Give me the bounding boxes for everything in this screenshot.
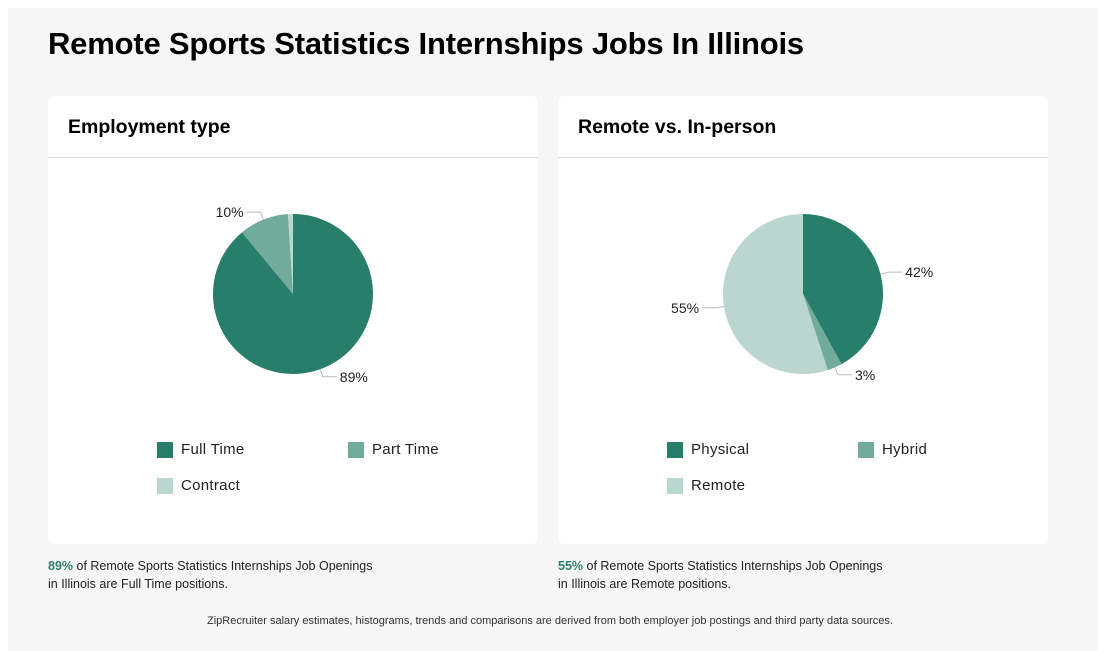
legend-item-contract: Contract bbox=[157, 477, 240, 494]
pie-slice-hybrid bbox=[803, 294, 842, 371]
legend-label: Physical bbox=[691, 441, 750, 458]
pie-slice-full-time bbox=[213, 214, 373, 374]
pie-label-leader bbox=[319, 369, 337, 378]
card-title: Employment type bbox=[68, 116, 231, 138]
employment-type-card: Employment type 89% 10% Full Time Part Ti… bbox=[48, 96, 538, 544]
legend-swatch bbox=[858, 441, 874, 458]
caption-percentage: 89% bbox=[48, 559, 74, 573]
legend-item-physical: Physical bbox=[667, 441, 749, 458]
card-header: Employment type bbox=[48, 96, 538, 158]
card-header: Remote vs. In-person bbox=[558, 96, 1048, 158]
pie-label-physical: 42% bbox=[905, 264, 933, 280]
caption-text: of Remote Sports Statistics Internships … bbox=[583, 559, 883, 573]
legend-swatch bbox=[157, 477, 173, 494]
remote-vs-in-person-caption: 55% of Remote Sports Statistics Internsh… bbox=[558, 557, 882, 593]
caption-text: of Remote Sports Statistics Internships … bbox=[73, 559, 373, 573]
legend-item-hybrid: Hybrid bbox=[858, 441, 927, 458]
footer-note: ZipRecruiter salary estimates, histogram… bbox=[207, 615, 893, 627]
pie-slice-contract bbox=[287, 214, 293, 294]
pie-label-leader bbox=[834, 367, 852, 376]
caption-percentage: 55% bbox=[558, 559, 584, 573]
pie-slice-part-time bbox=[242, 214, 293, 294]
caption-text: in Illinois are Remote positions. bbox=[558, 577, 731, 591]
legend-item-full-time: Full Time bbox=[157, 441, 245, 458]
legend-label: Part Time bbox=[372, 441, 439, 458]
legend-item-remote: Remote bbox=[667, 477, 745, 494]
employment-type-pie-chart: 89% 10% bbox=[213, 204, 373, 385]
pie-label-full-time: 89% bbox=[340, 369, 368, 385]
pie-slice-remote bbox=[723, 214, 828, 374]
legend-label: Full Time bbox=[181, 441, 245, 458]
pie-label-leader bbox=[702, 306, 725, 309]
pie-label-leader bbox=[246, 211, 265, 220]
pie-label-remote: 55% bbox=[671, 300, 699, 316]
remote-vs-in-person-card: Remote vs. In-person 42% 3% 55% Physical H… bbox=[558, 96, 1048, 544]
card-title: Remote vs. In-person bbox=[578, 116, 777, 138]
page-title: Remote Sports Statistics Internships Job… bbox=[48, 26, 804, 61]
legend-swatch bbox=[667, 477, 683, 494]
legend-label: Hybrid bbox=[882, 441, 928, 458]
legend-swatch bbox=[157, 441, 173, 458]
pie-label-leader bbox=[880, 271, 903, 275]
employment-type-caption: 89% of Remote Sports Statistics Internsh… bbox=[48, 557, 372, 593]
caption-text: in Illinois are Full Time positions. bbox=[48, 577, 228, 591]
legend-item-part-time: Part Time bbox=[348, 441, 439, 458]
legend-swatch bbox=[348, 441, 364, 458]
remote-vs-in-person-pie-chart: 42% 3% 55% bbox=[671, 214, 933, 383]
pie-label-hybrid: 3% bbox=[855, 367, 875, 383]
pie-label-part-time: 10% bbox=[216, 204, 244, 220]
legend-label: Contract bbox=[181, 477, 241, 494]
legend-swatch bbox=[667, 441, 683, 458]
pie-slice-physical bbox=[803, 214, 883, 365]
legend-label: Remote bbox=[691, 477, 746, 494]
